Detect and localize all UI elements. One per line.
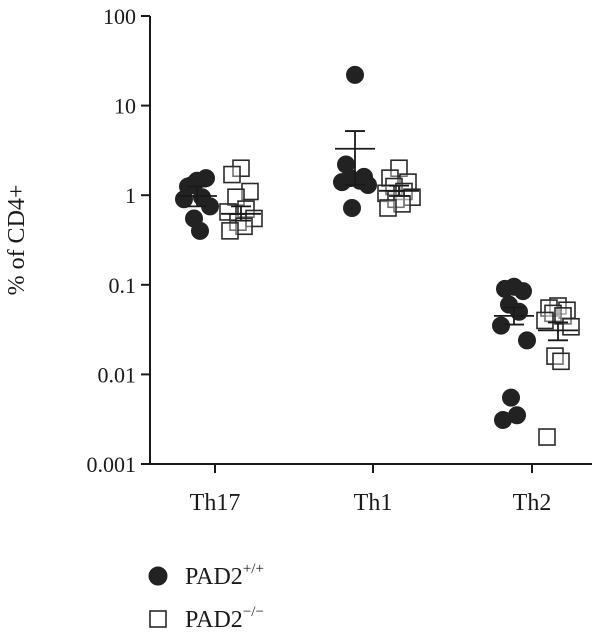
y-tick-label: 100: [103, 4, 136, 29]
data-point-pad2-wt: [496, 279, 514, 298]
legend: PAD2+/+ PAD2−/−: [148, 561, 264, 633]
data-point-pad2-ko: [232, 159, 250, 178]
legend-label-wildtype: PAD2: [185, 564, 243, 590]
data-point-pad2-wt: [514, 282, 532, 301]
data-point-pad2-wt: [191, 221, 209, 240]
x-tick-label: Th1: [354, 490, 393, 516]
data-point-pad2-wt: [333, 173, 351, 192]
error-bars: [177, 130, 578, 342]
legend-label-knockout: PAD2: [185, 607, 243, 633]
data-point-pad2-wt: [518, 331, 536, 350]
data-point-pad2-wt: [492, 316, 510, 335]
data-point-pad2-ko: [379, 199, 397, 217]
y-tick-label: 0.001: [87, 452, 137, 477]
data-point-pad2-ko: [241, 182, 259, 201]
x-ticks: Th17 Th1 Th2: [190, 464, 552, 516]
data-point-pad2-ko: [235, 217, 253, 236]
data-point-pad2-ko: [536, 311, 554, 330]
x-tick-label: Th17: [190, 490, 241, 516]
data-point-pad2-wt: [510, 302, 528, 321]
axes: [149, 16, 592, 465]
legend-item-knockout: PAD2−/−: [149, 604, 264, 633]
data-point-pad2-ko: [223, 165, 241, 184]
data-point-pad2-wt: [502, 388, 520, 407]
data-point-pad2-wt: [494, 410, 512, 429]
data-point-pad2-wt: [343, 198, 361, 217]
y-tick-label: 1: [125, 183, 136, 208]
svg-text:PAD2−/−: PAD2−/−: [185, 604, 264, 633]
x-tick-label: Th2: [513, 490, 552, 516]
data-point-pad2-ko: [390, 159, 408, 178]
y-tick-label: 10: [114, 94, 136, 119]
legend-filled-circle-icon: [148, 566, 168, 586]
legend-sup-knockout: −/−: [243, 604, 264, 620]
y-axis-label: % of CD4+: [4, 185, 30, 296]
data-point-pad2-wt: [346, 65, 364, 84]
y-ticks: 0.001 0.01 0.1 1 10 100: [87, 4, 150, 477]
data-point-pad2-ko: [221, 222, 239, 240]
data-point-pad2-ko: [219, 203, 237, 221]
legend-item-wildtype: PAD2+/+: [148, 561, 264, 590]
data-point-pad2-wt: [175, 190, 193, 209]
y-tick-label: 0.01: [98, 362, 137, 387]
data-point-pad2-ko: [538, 428, 556, 446]
data-point-pad2-ko: [377, 184, 395, 203]
svg-text:PAD2+/+: PAD2+/+: [185, 561, 264, 590]
legend-open-square-icon: [149, 610, 167, 628]
data-point-pad2-ko: [562, 317, 580, 336]
y-tick-label: 0.1: [109, 273, 137, 298]
data-marks: [175, 65, 580, 446]
data-point-pad2-ko: [546, 347, 564, 365]
data-point-pad2-ko: [552, 352, 570, 371]
legend-sup-wildtype: +/+: [243, 561, 264, 577]
